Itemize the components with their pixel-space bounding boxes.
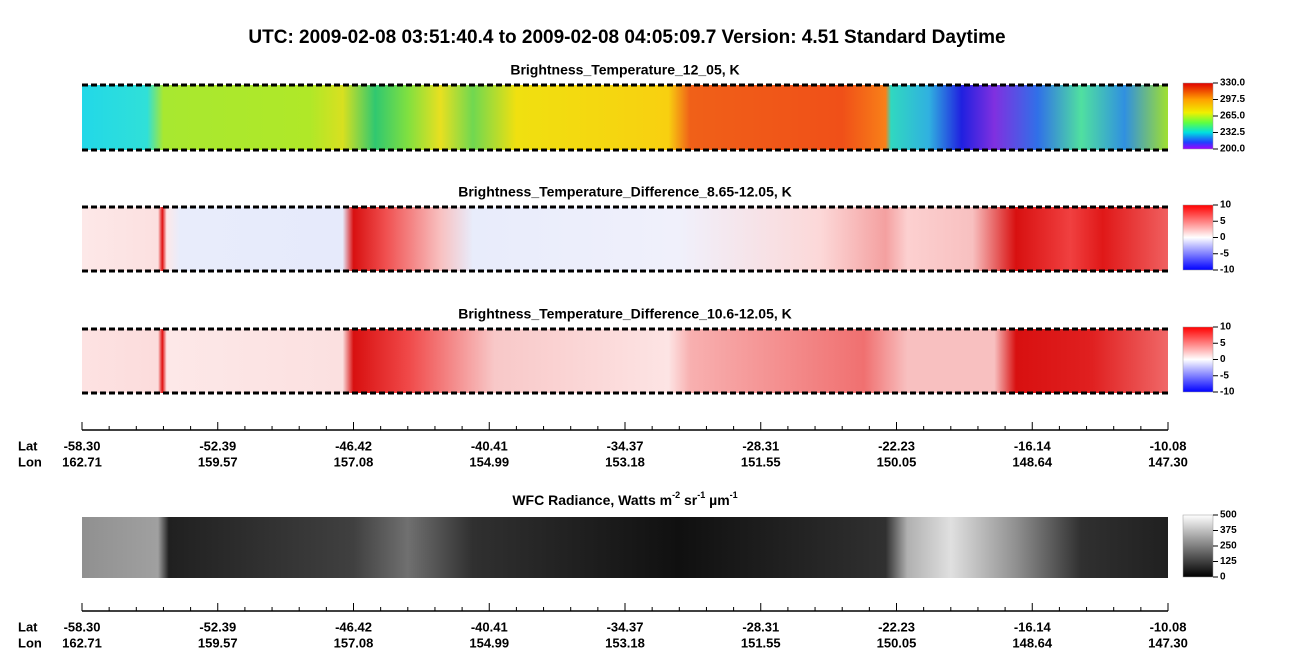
lat-value: -10.08 <box>1150 619 1187 634</box>
lat-value: -16.14 <box>1014 438 1052 453</box>
lat-value: -58.30 <box>64 438 101 453</box>
lon-value: 162.71 <box>62 454 102 469</box>
colorbar-label: 0 <box>1220 232 1226 243</box>
lon-value: 151.55 <box>741 454 781 469</box>
lat-value: -34.37 <box>607 619 644 634</box>
lat-value: -52.39 <box>199 619 236 634</box>
panel-title: Brightness_Temperature_12_05, K <box>510 62 739 78</box>
lon-value: 150.05 <box>877 454 917 469</box>
lon-value: 148.64 <box>1012 635 1053 650</box>
colorbar-label: 265.0 <box>1220 111 1245 122</box>
lat-value: -22.23 <box>878 619 915 634</box>
lat-value: -46.42 <box>335 438 372 453</box>
title-superscript: -1 <box>697 490 705 500</box>
colorbar-label: 0 <box>1220 572 1226 583</box>
colorbar-label: 5 <box>1220 338 1226 349</box>
colorbar-label: 375 <box>1220 525 1237 536</box>
colorbar <box>1182 204 1214 271</box>
colorbar-label: 232.5 <box>1220 127 1245 138</box>
title-part: sr <box>680 492 698 508</box>
lon-label: Lon <box>18 635 42 650</box>
colorbar-label: 125 <box>1220 556 1237 567</box>
colorbar-label: 250 <box>1220 541 1237 552</box>
lon-value: 157.08 <box>334 454 374 469</box>
lon-value: 153.18 <box>605 635 645 650</box>
lon-value: 159.57 <box>198 635 238 650</box>
lat-label: Lat <box>18 438 38 453</box>
colorbar-label: 10 <box>1220 200 1232 211</box>
lat-value: -58.30 <box>64 619 101 634</box>
lat-value: -52.39 <box>199 438 236 453</box>
lat-value: -10.08 <box>1150 438 1187 453</box>
lon-value: 154.99 <box>469 454 509 469</box>
panel-title: Brightness_Temperature_Difference_10.6-1… <box>458 306 792 322</box>
lon-value: 159.57 <box>198 454 238 469</box>
colorbar-label: 297.5 <box>1220 94 1245 105</box>
lon-value: 147.30 <box>1148 635 1188 650</box>
lat-value: -46.42 <box>335 619 372 634</box>
page-title: UTC: 2009-02-08 03:51:40.4 to 2009-02-08… <box>248 27 1005 48</box>
lat-value: -28.31 <box>742 619 779 634</box>
lon-value: 153.18 <box>605 454 645 469</box>
lat-value: -40.41 <box>471 619 508 634</box>
image-strip <box>82 517 1168 578</box>
title-part: µm <box>705 492 729 508</box>
lat-value: -22.23 <box>878 438 915 453</box>
lon-value: 154.99 <box>469 635 509 650</box>
image-strip <box>82 207 1168 271</box>
colorbar-label: 5 <box>1220 216 1226 227</box>
lon-value: 150.05 <box>877 635 917 650</box>
lat-label: Lat <box>18 619 38 634</box>
colorbar-label: 0 <box>1220 354 1226 365</box>
colorbar-label: -5 <box>1220 370 1229 381</box>
panel-title: WFC Radiance, Watts m-2 sr-1 µm-1 <box>512 490 737 507</box>
lat-value: -34.37 <box>607 438 644 453</box>
colorbar-label: 200.0 <box>1220 144 1245 155</box>
colorbar-label: -5 <box>1220 248 1229 259</box>
colorbar-label: 10 <box>1220 322 1232 333</box>
colorbar-label: 330.0 <box>1220 78 1245 89</box>
lat-value: -16.14 <box>1014 619 1052 634</box>
lat-value: -40.41 <box>471 438 508 453</box>
lat-value: -28.31 <box>742 438 779 453</box>
lon-value: 162.71 <box>62 635 102 650</box>
title-superscript: -2 <box>672 490 680 500</box>
lon-value: 157.08 <box>334 635 374 650</box>
colorbar-label: -10 <box>1220 265 1235 276</box>
title-part: WFC Radiance, Watts m <box>512 492 672 508</box>
lon-value: 147.30 <box>1148 454 1188 469</box>
colorbar-label: 500 <box>1220 510 1237 521</box>
colorbar-label: -10 <box>1220 387 1235 398</box>
lon-value: 151.55 <box>741 635 781 650</box>
colorbar <box>1182 326 1214 393</box>
title-superscript: -1 <box>730 490 738 500</box>
panel-title: Brightness_Temperature_Difference_8.65-1… <box>458 184 792 200</box>
colorbar <box>1182 514 1214 578</box>
lon-label: Lon <box>18 454 42 469</box>
colorbar <box>1182 82 1214 150</box>
lon-value: 148.64 <box>1012 454 1053 469</box>
image-strip <box>82 329 1168 393</box>
image-strip <box>82 85 1168 150</box>
